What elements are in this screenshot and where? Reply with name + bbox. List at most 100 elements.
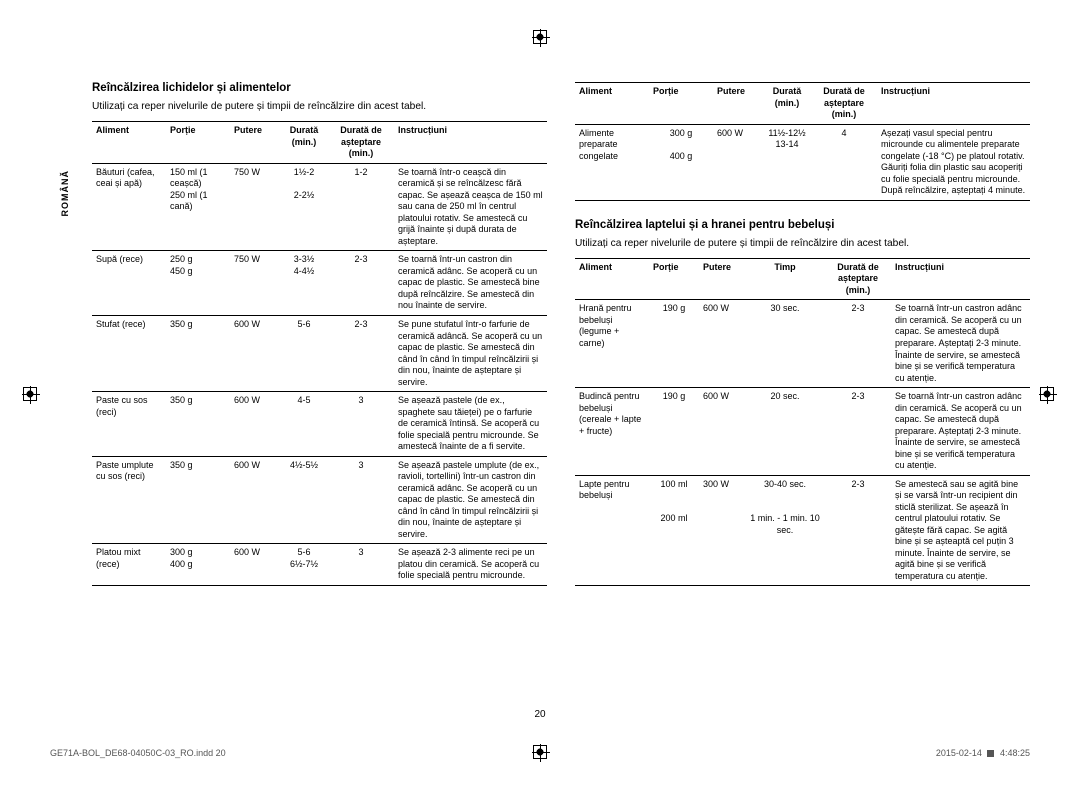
cell-instr: Se toarnă într-o ceașcă din ceramică și … [394, 163, 547, 251]
table-row: Lapte pentru bebeluși100 ml200 ml300 W30… [575, 475, 1030, 586]
cell-portie: 300 g400 g [649, 124, 713, 200]
th-portie: Porție [649, 258, 699, 300]
section-title-reheating-food: Reîncălzirea lichidelor și alimentelor [92, 82, 547, 94]
cell-durata: 5-6 [280, 315, 328, 391]
cell-instr: Se toarnă într-un castron adânc din cera… [891, 388, 1030, 476]
table-row: Băuturi (cafea, ceai și apă)150 ml (1 ce… [92, 163, 547, 251]
th-putere: Putere [230, 122, 280, 164]
cell-aliment: Platou mixt (rece) [92, 544, 166, 586]
cell-durata: 4-5 [280, 392, 328, 457]
table-row: Platou mixt (rece)300 g400 g600 W5-66½-7… [92, 544, 547, 586]
cell-durata: 1½-22-2½ [280, 163, 328, 251]
th-instructiuni: Instrucțiuni [394, 122, 547, 164]
cell-portie: 350 g [166, 456, 230, 544]
cell-asteptare: 2-3 [825, 475, 891, 586]
footer: GE71A-BOL_DE68-04050C-03_RO.indd 20 2015… [50, 748, 1030, 758]
cell-aliment: Băuturi (cafea, ceai și apă) [92, 163, 166, 251]
th-durata: Durată (min.) [280, 122, 328, 164]
cell-durata: 11½-12½13-14 [763, 124, 811, 200]
cell-asteptare: 4 [811, 124, 877, 200]
th-asteptare: Durată de așteptare (min.) [328, 122, 394, 164]
manual-page: ROMÂNĂ Reîncălzirea lichidelor și alimen… [0, 0, 1080, 788]
right-column: Aliment Porție Putere Durată (min.) Dura… [575, 82, 1030, 586]
baby-food-table: Aliment Porție Putere Timp Durată de așt… [575, 258, 1030, 586]
th-asteptare: Durată de așteptare (min.) [811, 83, 877, 125]
cell-instr: Se așează pastele (de ex., spaghete sau … [394, 392, 547, 457]
cell-durata: 5-66½-7½ [280, 544, 328, 586]
cell-asteptare: 3 [328, 544, 394, 586]
cell-asteptare: 2-3 [328, 251, 394, 316]
cell-portie: 100 ml200 ml [649, 475, 699, 586]
table-row: Hrană pentru bebeluși (legume + carne)19… [575, 300, 1030, 388]
th-timp: Timp [745, 258, 825, 300]
cell-durata: 3-3½4-4½ [280, 251, 328, 316]
cell-putere: 600 W [713, 124, 763, 200]
cell-instr: Așezați vasul special pentru microunde c… [877, 124, 1030, 200]
cell-aliment: Paste cu sos (reci) [92, 392, 166, 457]
cell-timp: 30 sec. [745, 300, 825, 388]
table-row: Budincă pentru bebeluși (cereale + lapte… [575, 388, 1030, 476]
cell-putere: 300 W [699, 475, 745, 586]
th-aliment: Aliment [575, 258, 649, 300]
th-instructiuni: Instrucțiuni [891, 258, 1030, 300]
cell-instr: Se amestecă sau se agită bine și se vars… [891, 475, 1030, 586]
cell-putere: 600 W [230, 456, 280, 544]
table-row: Alimente preparate congelate300 g400 g60… [575, 124, 1030, 200]
cell-asteptare: 1-2 [328, 163, 394, 251]
cell-portie: 350 g [166, 392, 230, 457]
cell-aliment: Supă (rece) [92, 251, 166, 316]
th-putere: Putere [699, 258, 745, 300]
cell-asteptare: 2-3 [825, 300, 891, 388]
language-tab: ROMÂNĂ [60, 170, 70, 217]
crop-mark-top [533, 30, 547, 44]
cell-timp: 30-40 sec.1 min. - 1 min. 10 sec. [745, 475, 825, 586]
cell-instr: Se pune stufatul într-o farfurie de cera… [394, 315, 547, 391]
page-number: 20 [0, 709, 1080, 720]
table-row: Supă (rece)250 g450 g750 W3-3½4-4½2-3Se … [92, 251, 547, 316]
cell-instr: Se toarnă într-un castron adânc din cera… [891, 300, 1030, 388]
cell-asteptare: 3 [328, 456, 394, 544]
cell-instr: Se toarnă într-un castron din ceramică a… [394, 251, 547, 316]
cell-portie: 350 g [166, 315, 230, 391]
cell-asteptare: 3 [328, 392, 394, 457]
cell-putere: 600 W [230, 544, 280, 586]
cell-aliment: Hrană pentru bebeluși (legume + carne) [575, 300, 649, 388]
section-subtitle: Utilizați ca reper nivelurile de putere … [92, 100, 547, 113]
section-title-baby-food: Reîncălzirea laptelui și a hranei pentru… [575, 219, 1030, 231]
cell-asteptare: 2-3 [328, 315, 394, 391]
cell-portie: 300 g400 g [166, 544, 230, 586]
th-aliment: Aliment [575, 83, 649, 125]
footer-filename: GE71A-BOL_DE68-04050C-03_RO.indd 20 [50, 748, 226, 758]
th-instructiuni: Instrucțiuni [877, 83, 1030, 125]
th-aliment: Aliment [92, 122, 166, 164]
cell-instr: Se așează pastele umplute (de ex., ravio… [394, 456, 547, 544]
left-column: Reîncălzirea lichidelor și alimentelor U… [50, 82, 547, 586]
cell-portie: 250 g450 g [166, 251, 230, 316]
reheating-food-table: Aliment Porție Putere Durată (min.) Dura… [92, 121, 547, 586]
cell-putere: 750 W [230, 163, 280, 251]
table-row: Paste cu sos (reci)350 g600 W4-53Se așea… [92, 392, 547, 457]
table-row: Paste umplute cu sos (reci)350 g600 W4½-… [92, 456, 547, 544]
th-putere: Putere [713, 83, 763, 125]
th-portie: Porție [166, 122, 230, 164]
table-row: Stufat (rece)350 g600 W5-62-3Se pune stu… [92, 315, 547, 391]
cell-aliment: Paste umplute cu sos (reci) [92, 456, 166, 544]
section-subtitle: Utilizați ca reper nivelurile de putere … [575, 237, 1030, 250]
cell-aliment: Lapte pentru bebeluși [575, 475, 649, 586]
cell-instr: Se așează 2-3 alimente reci pe un platou… [394, 544, 547, 586]
cell-putere: 600 W [699, 300, 745, 388]
cell-timp: 20 sec. [745, 388, 825, 476]
cell-portie: 150 ml (1 ceașcă)250 ml (1 cană) [166, 163, 230, 251]
crop-mark-right [1040, 387, 1054, 401]
th-asteptare: Durată de așteptare (min.) [825, 258, 891, 300]
cell-asteptare: 2-3 [825, 388, 891, 476]
crop-mark-left [23, 387, 37, 401]
cell-aliment: Stufat (rece) [92, 315, 166, 391]
cell-portie: 190 g [649, 300, 699, 388]
cell-putere: 750 W [230, 251, 280, 316]
reheating-frozen-table: Aliment Porție Putere Durată (min.) Dura… [575, 82, 1030, 201]
cell-putere: 600 W [230, 315, 280, 391]
th-portie: Porție [649, 83, 713, 125]
th-durata: Durată (min.) [763, 83, 811, 125]
cell-putere: 600 W [230, 392, 280, 457]
